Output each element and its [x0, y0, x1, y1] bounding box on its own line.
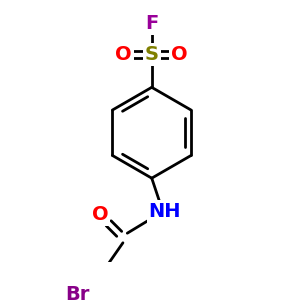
Text: NH: NH	[148, 202, 181, 221]
Text: O: O	[116, 45, 132, 64]
Text: S: S	[145, 45, 159, 64]
Text: Br: Br	[65, 285, 90, 300]
Text: O: O	[171, 45, 188, 64]
Text: F: F	[145, 14, 158, 33]
Text: O: O	[92, 205, 109, 224]
